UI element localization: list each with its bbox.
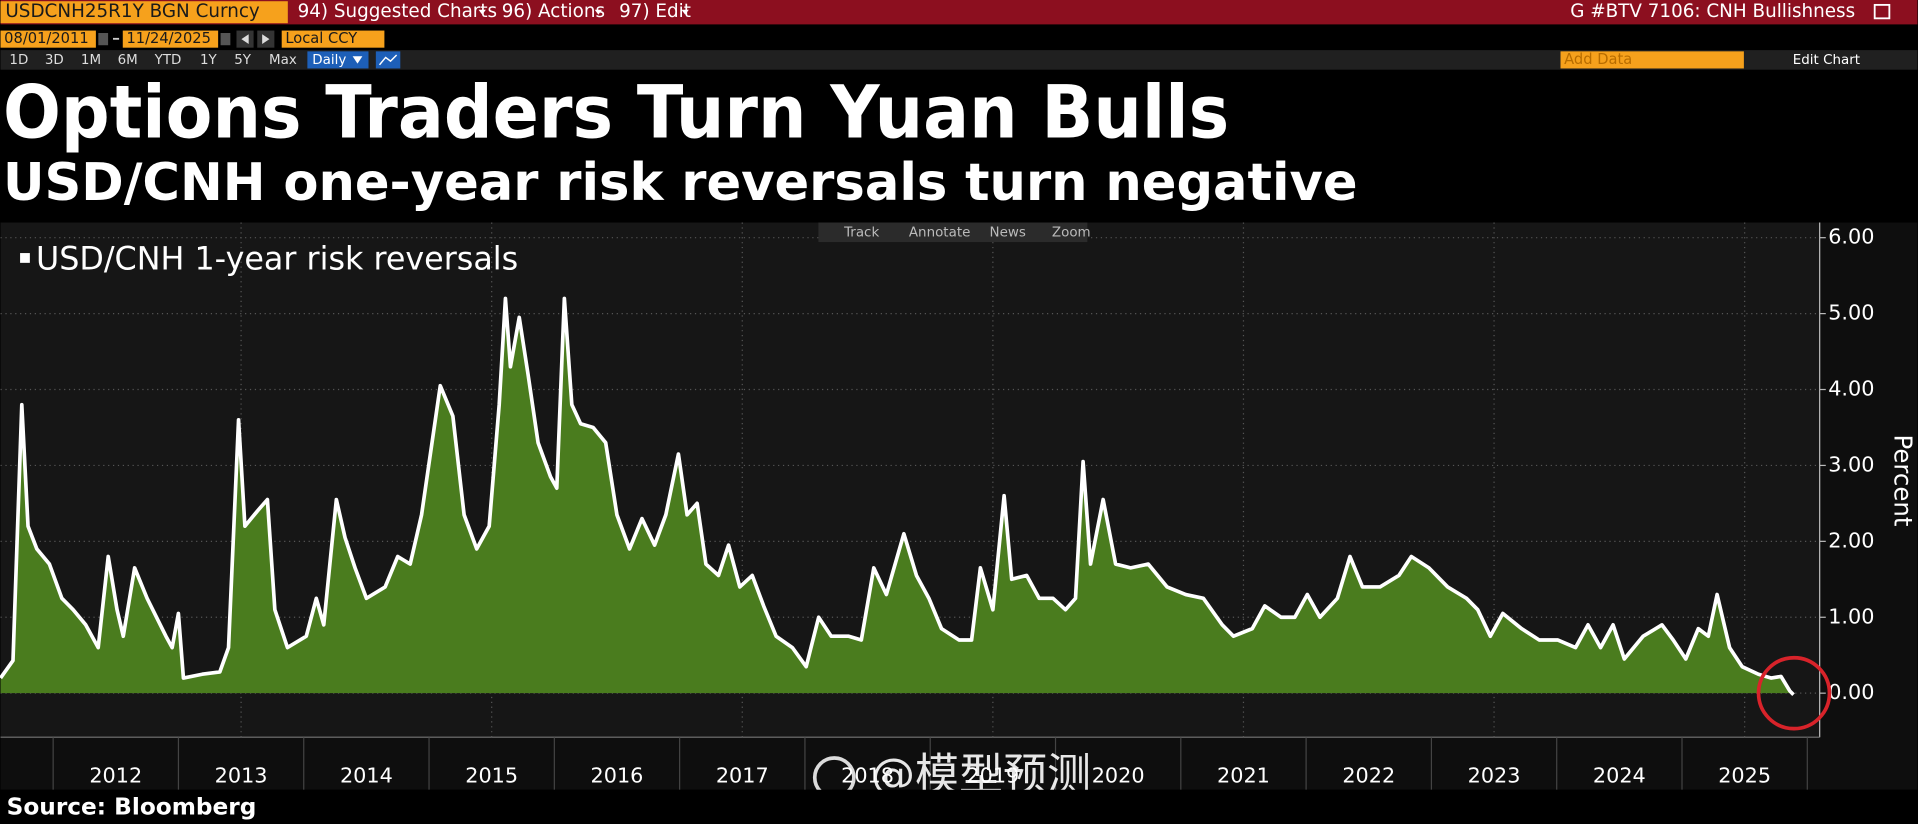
chart-subtitle: USD/CNH one-year risk reversals turn neg…	[3, 153, 1358, 213]
y-axis-label: Percent	[1889, 434, 1918, 526]
range-button[interactable]: 3D	[45, 53, 64, 68]
y-tick-label: 5.00	[1828, 301, 1874, 325]
y-tick-label: 1.00	[1828, 604, 1874, 628]
dropdown-arrow	[352, 56, 363, 64]
calendar-icon[interactable]	[98, 33, 109, 46]
separator	[112, 37, 120, 40]
y-tick-label: 2.00	[1828, 528, 1874, 552]
source: Source: Bloomberg	[7, 794, 257, 821]
x-tick-label: 2020	[1092, 763, 1145, 787]
x-tick-label: 2013	[215, 763, 268, 787]
edit-chart[interactable]: Edit Chart	[1793, 53, 1860, 68]
x-tick-label: 2024	[1593, 763, 1646, 787]
y-tick-label: 3.00	[1828, 452, 1874, 476]
calendar-icon[interactable]	[220, 33, 231, 46]
end-date-box[interactable]	[122, 30, 219, 48]
chart-tool[interactable]: Annotate	[909, 225, 971, 240]
x-tick-label: 2021	[1217, 763, 1270, 787]
menu-item[interactable]: 97) Edit	[619, 1, 691, 22]
start-date[interactable]: 08/01/2011	[4, 30, 88, 47]
chart-tool[interactable]: Zoom	[1052, 225, 1091, 240]
series-line	[0, 296, 1795, 696]
add-data[interactable]: Add Data	[1564, 51, 1632, 68]
frequency-box[interactable]	[307, 51, 369, 69]
x-tick-label: 2012	[89, 763, 142, 787]
range-row	[0, 50, 1918, 70]
y-tick-label: 6.00	[1828, 225, 1874, 249]
add-data-box[interactable]	[1560, 51, 1744, 69]
ticker[interactable]: USDCNH25R1Y BGN Curncy	[5, 1, 260, 22]
x-tick-label: 2019	[966, 763, 1019, 787]
range-button[interactable]: 1Y	[200, 53, 218, 68]
legend-label: USD/CNH 1-year risk reversals	[36, 241, 518, 277]
range-button[interactable]: 6M	[118, 53, 138, 68]
x-tick-label: 2016	[591, 763, 644, 787]
x-tick-label: 2015	[465, 763, 518, 787]
frequency[interactable]: Daily	[312, 53, 346, 68]
dropdown-arrow	[594, 9, 603, 15]
currency[interactable]: Local CCY	[285, 30, 357, 47]
range-button[interactable]: 1M	[81, 53, 101, 68]
series-area	[0, 298, 1794, 695]
range-button[interactable]: Max	[269, 53, 297, 68]
range-button[interactable]: YTD	[154, 53, 182, 68]
menu-item[interactable]: 96) Actions	[502, 1, 605, 22]
y-tick-label: 0.00	[1828, 680, 1874, 704]
x-tick-label: 2023	[1468, 763, 1521, 787]
footer	[0, 789, 1918, 824]
chart-toolbar	[818, 222, 1088, 243]
currency-box[interactable]	[281, 30, 385, 48]
prev-arrow	[241, 34, 249, 45]
chart-tool[interactable]: Track	[843, 225, 879, 240]
ticker-box[interactable]	[0, 1, 288, 24]
chart-tool[interactable]: News	[990, 225, 1026, 240]
export-icon[interactable]	[1873, 3, 1891, 20]
dropdown-arrow	[478, 9, 486, 15]
range-button[interactable]: 1D	[9, 53, 28, 68]
chart-title: Options Traders Turn Yuan Bulls	[3, 70, 1229, 155]
chart-type-icon	[378, 54, 398, 66]
menu-bar	[0, 0, 1918, 25]
range-button[interactable]: 5Y	[234, 53, 252, 68]
x-tick-label: 2014	[340, 763, 393, 787]
menu-item[interactable]: 94) Suggested Charts	[298, 1, 497, 22]
x-tick-label: 2022	[1342, 763, 1395, 787]
legend-swatch	[20, 253, 30, 263]
highlight-circle	[1756, 655, 1832, 731]
dropdown-arrow	[681, 9, 689, 15]
end-date[interactable]: 11/24/2025	[126, 30, 210, 47]
y-tick-label: 4.00	[1828, 377, 1874, 401]
start-date-box[interactable]	[0, 30, 96, 48]
x-tick-label: 2017	[716, 763, 769, 787]
page-title: G #BTV 7106: CNH Bullishness	[1570, 1, 1855, 22]
x-tick-label: 2025	[1718, 763, 1771, 787]
next-arrow	[262, 34, 270, 45]
